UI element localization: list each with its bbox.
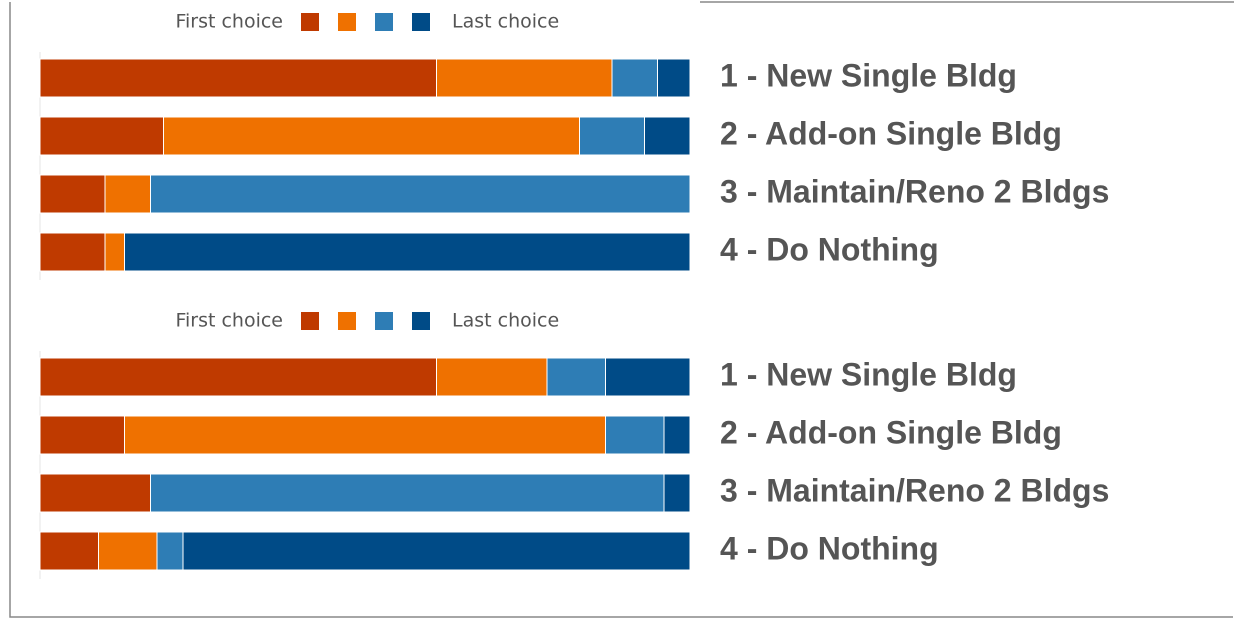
bar-segment (104, 174, 151, 214)
bar-segment (663, 415, 691, 455)
bar-segment (156, 531, 184, 571)
bar-segment (611, 58, 658, 98)
category-label: 2 - Add-on Single Bldg (720, 414, 1062, 450)
legend-swatch (412, 13, 430, 31)
legend-last: Last choice (452, 310, 559, 332)
bar-segment (150, 473, 665, 513)
legend-swatch (338, 13, 356, 31)
bar-segment (39, 116, 164, 156)
legend-first: First choice (175, 310, 283, 332)
category-label: 2 - Add-on Single Bldg (720, 115, 1062, 151)
bar-segment (150, 174, 691, 214)
bar-segment (436, 58, 613, 98)
bar-segment (579, 116, 645, 156)
legend-swatch (375, 13, 393, 31)
bar-segment (104, 232, 125, 272)
legend-swatch (301, 312, 319, 330)
bar-segment (663, 473, 691, 513)
bar-segment (124, 232, 691, 272)
bar-segment (163, 116, 580, 156)
bar-segment (39, 531, 99, 571)
bar-segment (182, 531, 691, 571)
category-label: 1 - New Single Bldg (720, 57, 1017, 93)
legend-swatch (338, 312, 356, 330)
bar-segment (605, 357, 691, 397)
bar-segment (39, 473, 151, 513)
bar-segment (657, 58, 691, 98)
category-label: 4 - Do Nothing (720, 231, 939, 267)
bar-segment (39, 415, 125, 455)
bar-segment (39, 58, 437, 98)
bar-segment (546, 357, 606, 397)
bar-segment (124, 415, 606, 455)
frame (9, 1, 1234, 618)
category-label: 4 - Do Nothing (720, 530, 939, 566)
category-label: 3 - Maintain/Reno 2 Bldgs (720, 472, 1109, 508)
bar-segment (39, 174, 106, 214)
bar-segment (605, 415, 665, 455)
legend-last: Last choice (452, 11, 559, 33)
legend-first: First choice (175, 11, 283, 33)
bar-segment (39, 357, 437, 397)
bar-segment (436, 357, 548, 397)
legend-swatch (301, 13, 319, 31)
category-label: 1 - New Single Bldg (720, 356, 1017, 392)
category-label: 3 - Maintain/Reno 2 Bldgs (720, 173, 1109, 209)
bar-segment (39, 232, 106, 272)
legend-swatch (375, 312, 393, 330)
bar-segment (644, 116, 691, 156)
bar-segment (98, 531, 158, 571)
legend-swatch (412, 312, 430, 330)
